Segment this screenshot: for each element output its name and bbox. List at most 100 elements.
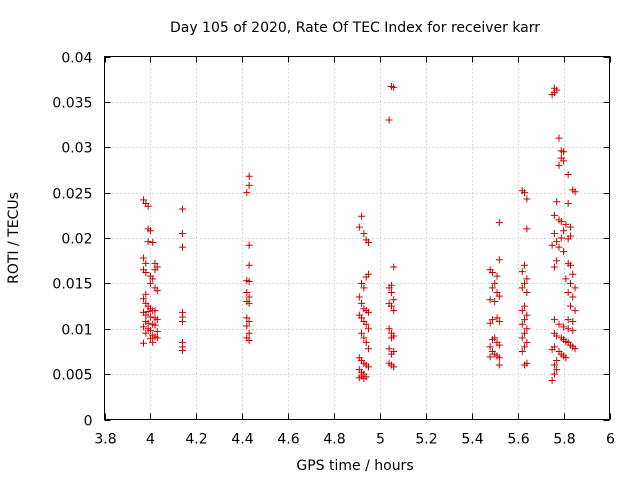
data-point: [553, 198, 561, 206]
data-point: [521, 261, 529, 269]
data-point: [518, 284, 526, 292]
data-point: [140, 339, 148, 347]
data-point: [140, 196, 148, 204]
y-tick-label: 0.035: [52, 96, 92, 112]
data-point: [142, 311, 150, 319]
data-point: [493, 314, 501, 322]
data-point: [140, 254, 148, 262]
x-tick-label: 5.4: [461, 432, 483, 448]
data-point: [385, 116, 393, 124]
data-point: [564, 288, 572, 296]
data-point: [151, 307, 159, 315]
data-point: [153, 334, 161, 342]
data-point: [486, 319, 494, 327]
data-point: [560, 157, 568, 165]
data-point: [142, 268, 150, 276]
data-point: [245, 329, 253, 337]
data-point: [562, 220, 570, 228]
data-point: [245, 337, 253, 345]
data-point: [550, 370, 558, 378]
x-tick-label: 4.8: [323, 432, 345, 448]
data-point: [149, 239, 157, 247]
data-point: [488, 316, 496, 324]
data-point: [495, 317, 503, 325]
data-point: [364, 345, 372, 353]
data-point: [491, 279, 499, 287]
y-tick-label: 0.02: [61, 232, 92, 248]
data-point: [521, 343, 529, 351]
data-point: [142, 290, 150, 298]
data-point: [151, 321, 159, 329]
chart-title: Day 105 of 2020, Rate Of TEC Index for r…: [170, 20, 540, 36]
data-point: [562, 354, 570, 362]
data-point: [560, 148, 568, 156]
data-point: [566, 279, 574, 287]
data-point: [521, 302, 529, 310]
data-point: [523, 325, 531, 333]
data-point: [550, 263, 558, 271]
data-point: [245, 261, 253, 269]
data-point: [553, 332, 561, 340]
data-point: [555, 243, 563, 251]
data-point: [179, 347, 187, 355]
data-point: [362, 320, 370, 328]
data-point: [245, 241, 253, 249]
data-point: [146, 279, 154, 287]
y-tick-label: 0.04: [61, 51, 92, 67]
axis-ticks: [104, 56, 611, 421]
data-point: [523, 338, 531, 346]
data-point: [571, 307, 579, 315]
data-point: [495, 361, 503, 369]
data-point: [364, 325, 372, 333]
data-point: [495, 256, 503, 264]
data-point: [564, 200, 572, 208]
data-point: [553, 357, 561, 365]
data-point: [243, 322, 251, 330]
data-point: [571, 345, 579, 353]
data-point: [146, 313, 154, 321]
data-point: [564, 316, 572, 324]
data-point: [385, 284, 393, 292]
data-point: [149, 338, 157, 346]
data-point: [555, 320, 563, 328]
data-point: [569, 270, 577, 278]
data-point: [548, 346, 556, 354]
data-point: [562, 275, 570, 283]
data-point: [548, 376, 556, 384]
data-point: [360, 229, 368, 237]
data-point: [518, 347, 526, 355]
data-point: [153, 287, 161, 295]
data-point: [566, 223, 574, 231]
data-point: [491, 298, 499, 306]
data-point: [495, 341, 503, 349]
data-point: [245, 293, 253, 301]
data-point: [548, 241, 556, 249]
data-point: [560, 227, 568, 235]
data-point: [555, 161, 563, 169]
x-axis-label: GPS time / hours: [296, 458, 413, 474]
data-point: [495, 292, 503, 300]
data-point: [364, 239, 372, 247]
data-point: [387, 350, 395, 358]
data-point: [495, 219, 503, 227]
x-tick-label: 3.8: [94, 432, 116, 448]
data-point: [364, 308, 372, 316]
data-point: [557, 218, 565, 226]
data-point: [146, 327, 154, 335]
data-point: [548, 91, 556, 99]
data-point: [146, 227, 154, 235]
x-tick-label: 5.8: [553, 432, 575, 448]
data-point: [486, 353, 494, 361]
data-point: [358, 299, 366, 307]
y-tick-label: 0.005: [52, 368, 92, 384]
y-axis-label: ROTI / TECUs: [6, 192, 22, 284]
data-point: [151, 266, 159, 274]
data-point: [550, 211, 558, 219]
data-point: [144, 308, 152, 316]
data-point: [362, 373, 370, 381]
x-tick-label: 4.4: [231, 432, 253, 448]
data-point: [523, 288, 531, 296]
data-point: [518, 320, 526, 328]
grid: [104, 56, 610, 420]
data-point: [488, 268, 496, 276]
